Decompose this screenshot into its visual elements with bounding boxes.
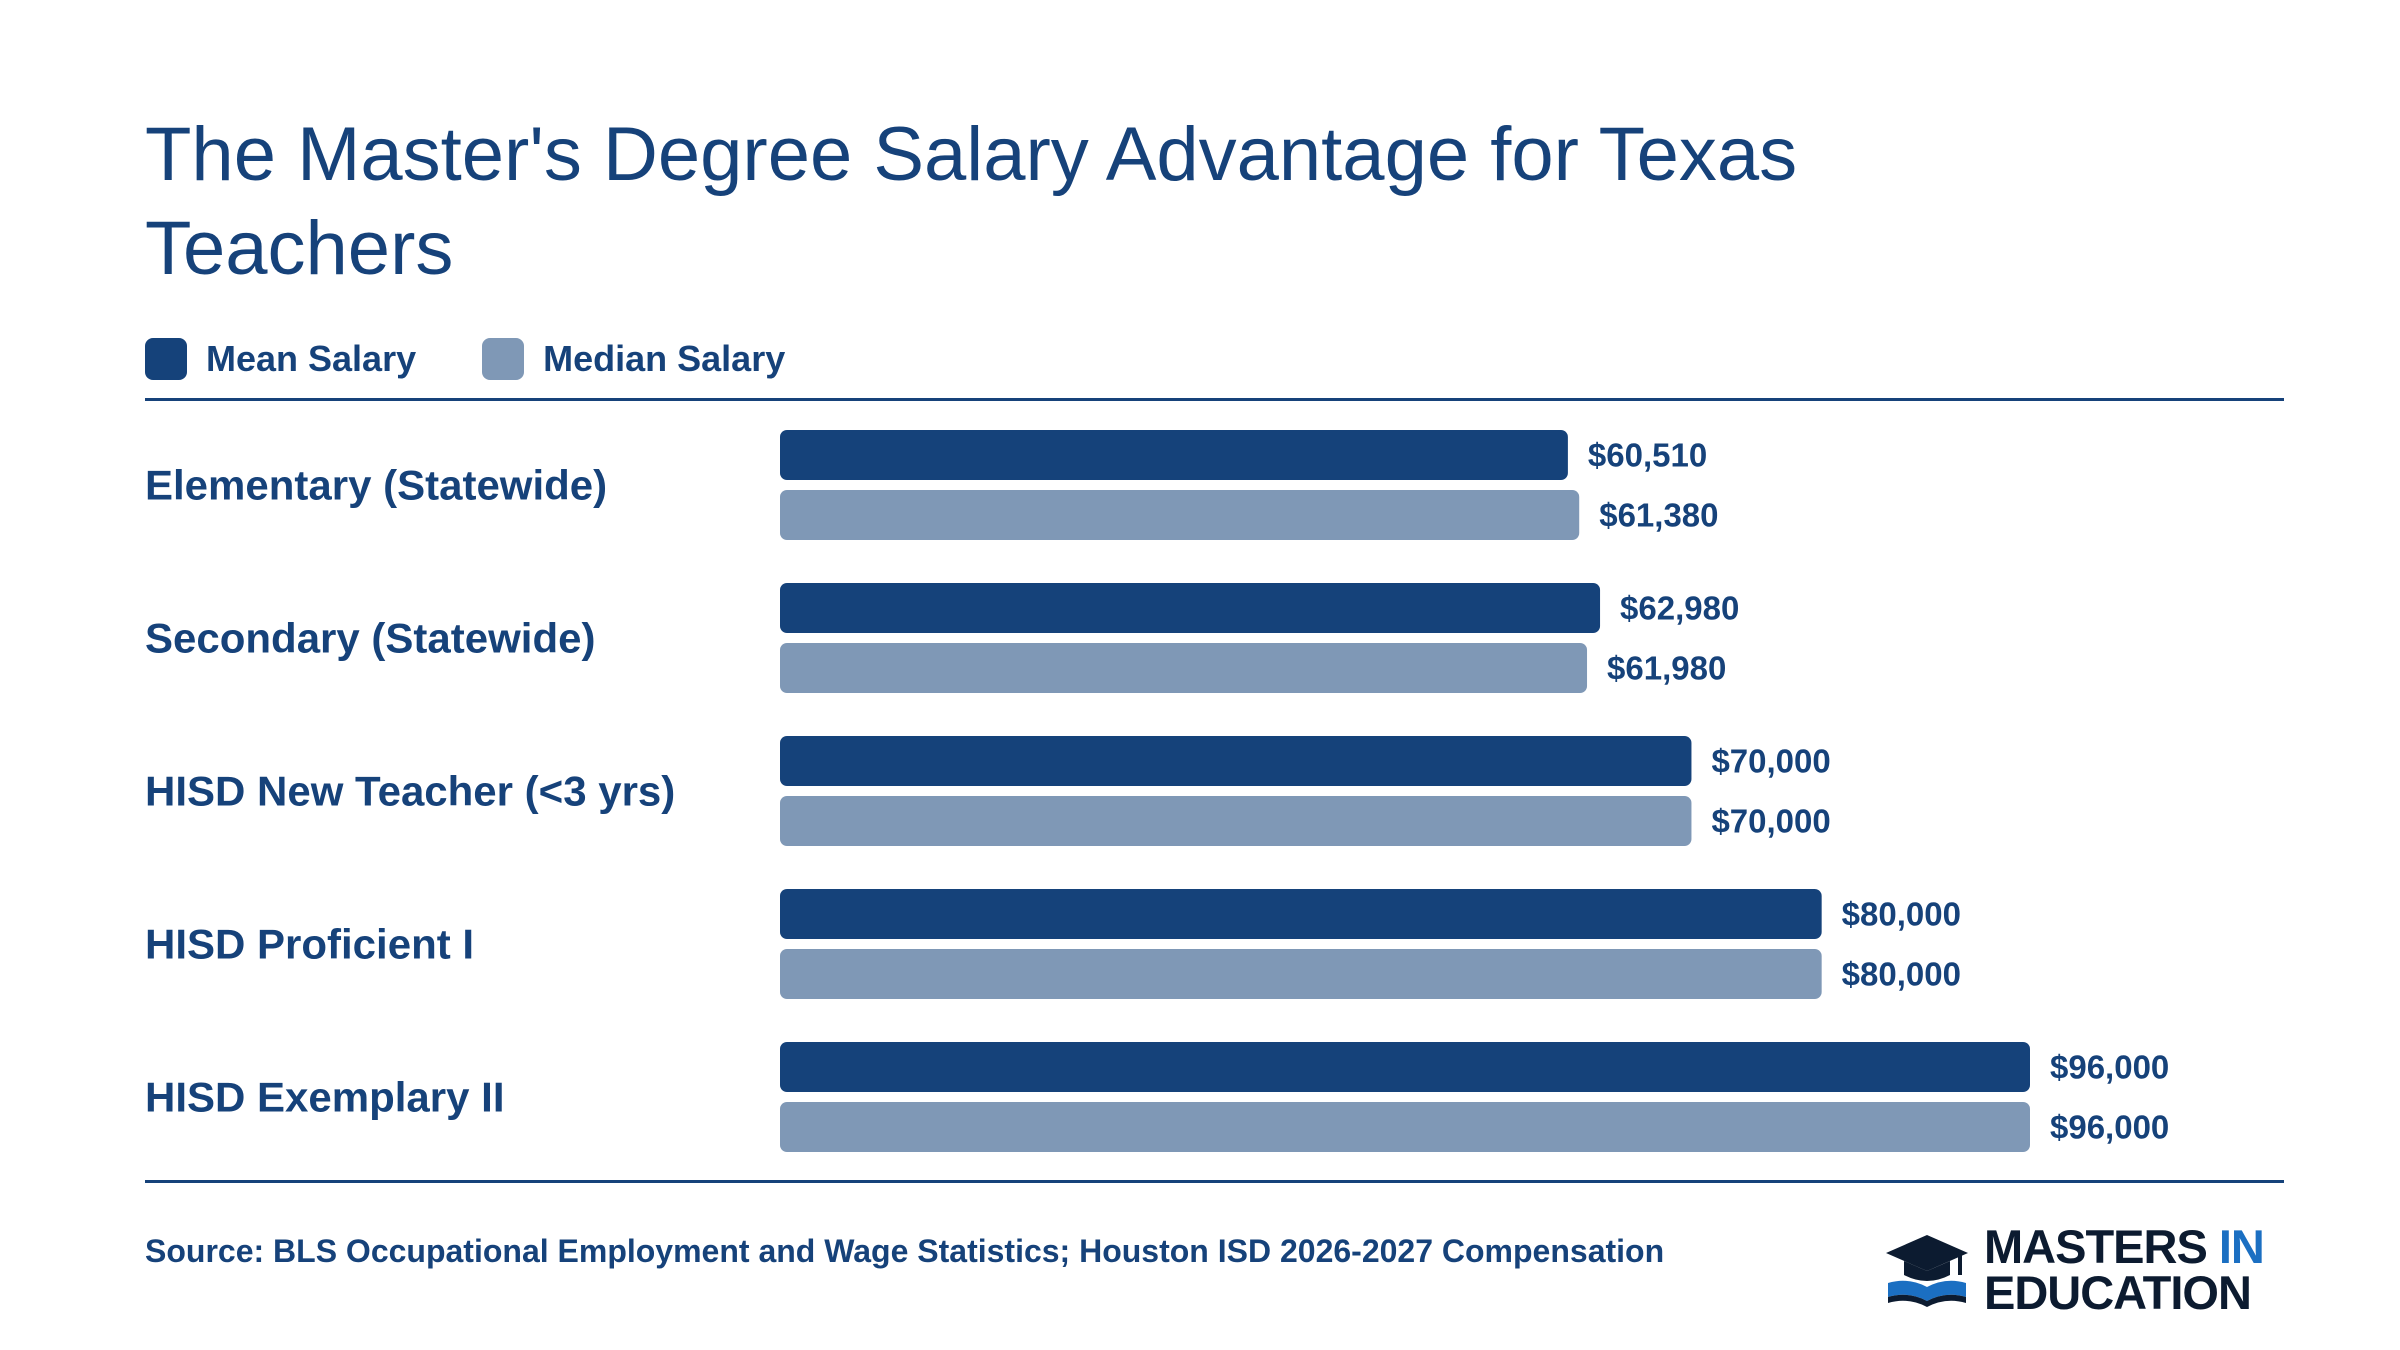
bottom-divider [145,1180,2284,1183]
value-label-mean-hisd-proficient-i: $80,000 [1842,896,1961,933]
bar-median-elementary-statewide [780,490,1580,540]
category-label-hisd-new-teacher-3-yrs: HISD New Teacher (<3 yrs) [145,768,675,815]
bar-mean-elementary-statewide [780,430,1568,480]
logo-word-education: EDUCATION [1984,1266,2252,1319]
top-divider [145,398,2284,401]
category-label-hisd-proficient-i: HISD Proficient I [145,921,474,968]
value-label-median-secondary-statewide: $61,980 [1607,650,1726,687]
bar-median-hisd-proficient-i [780,949,1822,999]
bar-chart: Elementary (Statewide) $60,510 $61,380 Seco… [145,430,2169,1152]
value-label-median-hisd-exemplary-ii: $96,000 [2050,1109,2169,1146]
source-note: Source: BLS Occupational Employment and … [145,1233,1665,1269]
legend-item-median: Median Salary [482,338,785,380]
legend: Mean Salary Median Salary [145,336,851,382]
bar-median-hisd-exemplary-ii [780,1102,2030,1152]
bar-mean-hisd-exemplary-ii [780,1042,2030,1092]
brand-logo: MASTERS IN EDUCATION [1884,1223,2284,1319]
category-label-secondary-statewide: Secondary (Statewide) [145,615,595,662]
graduation-cap-book-icon [1886,1235,1968,1307]
legend-label-median: Median Salary [543,338,786,379]
legend-label-mean: Mean Salary [206,338,417,379]
bar-median-hisd-new-teacher-3-yrs [780,796,1692,846]
value-label-median-elementary-statewide: $61,380 [1599,497,1718,534]
chart-title: The Master's Degree Salary Advantage for… [145,112,1798,291]
value-label-median-hisd-new-teacher-3-yrs: $70,000 [1711,803,1830,840]
legend-item-mean: Mean Salary [145,338,416,380]
value-label-mean-elementary-statewide: $60,510 [1588,437,1707,474]
value-label-mean-secondary-statewide: $62,980 [1620,590,1739,627]
legend-swatch-median [482,338,525,380]
category-label-hisd-exemplary-ii: HISD Exemplary II [145,1074,504,1121]
value-label-mean-hisd-new-teacher-3-yrs: $70,000 [1711,743,1830,780]
legend-swatch-mean [145,338,187,380]
bar-median-secondary-statewide [780,643,1588,693]
bar-mean-secondary-statewide [780,583,1601,633]
category-label-elementary-statewide: Elementary (Statewide) [145,462,607,509]
bar-mean-hisd-proficient-i [780,889,1822,939]
logo-word-masters: MASTERS [1984,1220,2208,1273]
logo-word-in: IN [2218,1220,2265,1273]
value-label-mean-hisd-exemplary-ii: $96,000 [2050,1049,2169,1086]
logo-wordmark: MASTERS IN EDUCATION [1984,1223,2265,1319]
value-label-median-hisd-proficient-i: $80,000 [1842,956,1961,993]
bar-mean-hisd-new-teacher-3-yrs [780,736,1692,786]
